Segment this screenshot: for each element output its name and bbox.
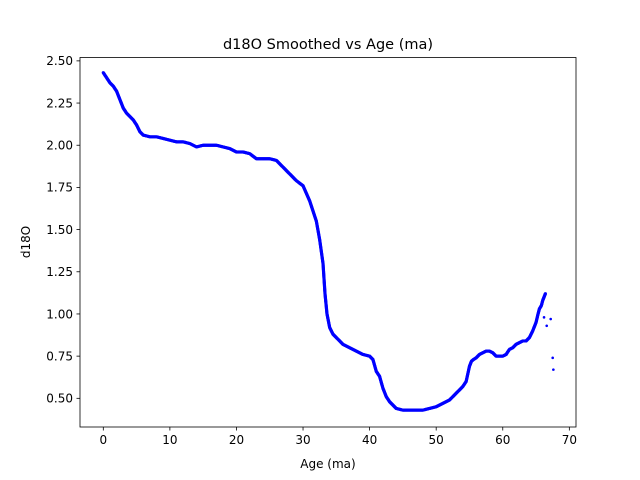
y-tick-label: 1.50 [46,223,73,237]
data-point [552,368,555,371]
x-tick-label: 10 [162,433,177,447]
x-tick-label: 60 [495,433,510,447]
y-tick-label: 1.75 [46,181,73,195]
y-axis-label: d18O [19,226,33,258]
x-tick-label: 0 [99,433,107,447]
x-tick-label: 50 [429,433,444,447]
y-tick-label: 0.75 [46,349,73,363]
y-axis: 0.50 0.75 1.00 1.25 1.50 1.75 2.00 2.25 2.50 [46,54,80,406]
y-tick-label: 2.25 [46,96,73,110]
y-tick-label: 2.00 [46,139,73,153]
x-tick-label: 20 [229,433,244,447]
x-tick-label: 70 [562,433,577,447]
x-axis-label: Age (ma) [300,457,355,471]
y-tick-label: 0.50 [46,392,73,406]
plot-frame [79,57,577,428]
chart-title: d18O Smoothed vs Age (ma) [223,37,433,53]
x-tick-label: 30 [295,433,310,447]
data-point [543,292,547,296]
data-points [101,71,555,412]
data-point [542,316,546,319]
data-point [551,356,554,360]
y-tick-label: 1.00 [46,307,73,321]
data-point [549,317,553,321]
y-tick-label: 1.25 [46,265,73,279]
data-point [545,324,549,328]
x-tick-label: 40 [362,433,377,447]
y-tick-label: 2.50 [46,54,73,68]
x-axis: 0 10 20 30 40 50 60 70 [99,427,577,447]
